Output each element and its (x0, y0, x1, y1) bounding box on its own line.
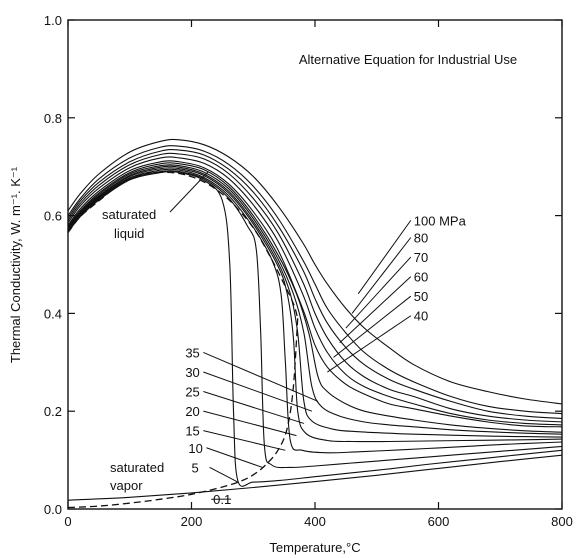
series-line-60 (67, 152, 563, 423)
series-label-50: 50 (414, 289, 428, 304)
series-label-60: 60 (414, 270, 428, 285)
x-tick-label: 200 (181, 514, 203, 529)
axis-tick-labels: 0 200 400 600 800 0.0 0.2 0.4 0.6 0.8 1.0 (44, 13, 573, 529)
x-axis-title: Temperature,°C (269, 540, 360, 555)
series-line-0-1 (67, 454, 563, 501)
series-leader-10 (206, 447, 263, 468)
series-leader-15 (203, 430, 286, 451)
series-leader-35 (203, 351, 319, 402)
series-leader-100-mpa (357, 220, 412, 295)
series-line-70 (67, 149, 563, 420)
series-curves (67, 138, 563, 509)
series-line-25 (67, 165, 563, 438)
series-label-10: 10 (188, 441, 202, 456)
series-label-0-1: 0.1 (213, 492, 231, 507)
series-line-35 (67, 162, 563, 433)
series-label-25: 25 (185, 385, 199, 400)
series-label-15: 15 (185, 424, 199, 439)
y-tick-label: 1.0 (44, 13, 62, 28)
series-label-30: 30 (185, 365, 199, 380)
series-line-50 (67, 156, 563, 426)
x-tick-label: 400 (304, 514, 326, 529)
y-tick-label: 0.6 (44, 209, 62, 224)
series-labels: 100 MPa 80 70 60 50 40 35 30 25 20 15 10 5 0.1 (185, 213, 466, 507)
series-leader-30 (203, 371, 313, 412)
y-tick-label: 0.0 (44, 502, 62, 517)
series-leader-25 (203, 391, 305, 424)
series-leader-70 (345, 256, 412, 329)
series-line-40 (67, 160, 563, 428)
series-leader-50 (333, 295, 412, 358)
x-tick-label: 800 (551, 514, 573, 529)
series-line-5 (67, 171, 563, 487)
y-tick-label: 0.2 (44, 404, 62, 419)
series-label-100-mpa: 100 MPa (414, 213, 467, 228)
series-line-30 (67, 164, 563, 435)
series-label-35: 35 (185, 345, 199, 360)
series-label-70: 70 (414, 250, 428, 265)
saturated-liquid-leader (169, 171, 209, 213)
series-line-80 (67, 145, 563, 415)
x-tick-label: 0 (64, 514, 71, 529)
series-leader-40 (327, 315, 412, 373)
series-line-saturated-liquid (67, 171, 299, 319)
y-tick-label: 0.8 (44, 111, 62, 126)
series-line-20 (67, 167, 563, 443)
series-line-saturated-vapor (67, 318, 299, 509)
saturated-liquid-label-line2: liquid (114, 226, 144, 241)
series-line-100-mpa (67, 138, 563, 405)
series-label-5: 5 (192, 460, 199, 475)
x-tick-label: 600 (428, 514, 450, 529)
saturated-liquid-label-line1: saturated (102, 207, 156, 222)
y-tick-label: 0.4 (44, 306, 62, 321)
series-label-40: 40 (414, 309, 428, 324)
chart-title: Alternative Equation for Industrial Use (299, 52, 517, 67)
series-leader-lines (203, 220, 412, 500)
series-line-15 (67, 168, 563, 454)
y-axis-title: Thermal Conductivity, W. m⁻¹. K⁻¹ (8, 166, 23, 363)
series-label-80: 80 (414, 230, 428, 245)
series-leader-20 (203, 410, 297, 437)
saturated-vapor-label-line2: vapor (110, 478, 143, 493)
series-leader-60 (339, 276, 412, 344)
series-leader-5 (209, 466, 239, 483)
series-leader-80 (351, 237, 412, 314)
saturated-vapor-label-line1: saturated (110, 460, 164, 475)
series-label-20: 20 (185, 404, 199, 419)
